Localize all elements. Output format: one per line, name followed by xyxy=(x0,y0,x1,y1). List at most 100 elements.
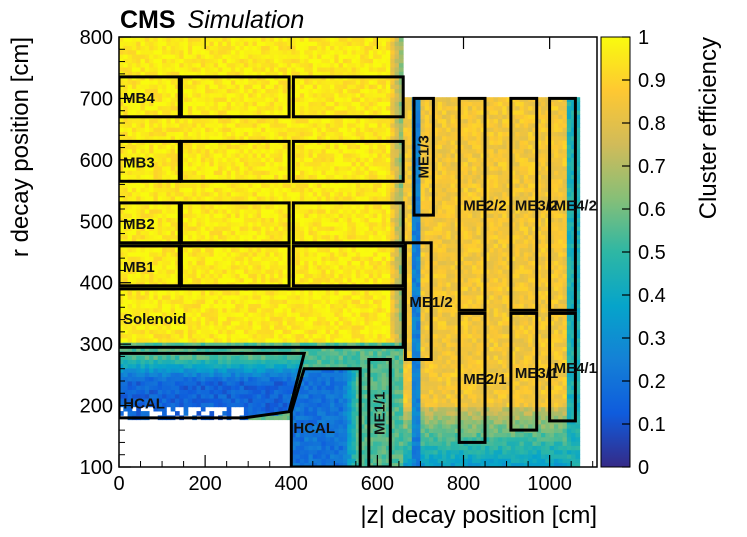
heatmap-cell xyxy=(230,320,236,326)
heatmap-cell xyxy=(304,183,309,188)
heatmap-cell xyxy=(123,273,129,279)
heatmap-cell xyxy=(127,256,133,261)
heatmap-cell xyxy=(136,316,141,322)
heatmap-cell xyxy=(308,84,314,89)
heatmap-cell xyxy=(205,191,210,197)
heatmap-cell xyxy=(321,71,327,77)
heatmap-cell xyxy=(286,183,292,188)
heatmap-cell xyxy=(136,88,141,94)
heatmap-cell xyxy=(183,204,189,210)
heatmap-cell xyxy=(131,54,137,59)
heatmap-cell xyxy=(334,432,340,438)
heatmap-cell xyxy=(183,299,189,304)
heatmap-cell xyxy=(157,49,163,55)
heatmap-cell xyxy=(312,346,318,352)
heatmap-cell xyxy=(265,170,271,175)
heatmap-cell xyxy=(192,204,197,210)
heatmap-cell xyxy=(312,234,318,240)
heatmap-cell xyxy=(321,256,327,261)
heatmap-cell xyxy=(256,135,262,141)
heatmap-cell xyxy=(295,144,301,150)
heatmap-cell xyxy=(325,92,331,98)
heatmap-cell xyxy=(321,131,327,137)
heatmap-cell xyxy=(157,92,163,98)
heatmap-cell xyxy=(299,97,305,102)
heatmap-cell xyxy=(265,191,271,197)
heatmap-cell xyxy=(127,230,133,236)
heatmap-cell xyxy=(196,105,202,111)
heatmap-cell xyxy=(299,157,305,163)
heatmap-cell xyxy=(131,381,137,386)
heatmap-cell xyxy=(351,350,357,356)
heatmap-cell xyxy=(222,110,228,115)
heatmap-cell xyxy=(119,290,124,296)
heatmap-cell xyxy=(213,97,219,102)
heatmap-cell xyxy=(243,398,249,403)
heatmap-cell xyxy=(200,92,206,98)
heatmap-cell xyxy=(261,226,266,231)
heatmap-cell xyxy=(222,204,228,210)
heatmap-cell xyxy=(162,277,167,283)
heatmap-cell xyxy=(166,191,172,197)
heatmap-cell xyxy=(338,161,344,167)
heatmap-cell xyxy=(295,88,301,94)
heatmap-cell xyxy=(131,80,137,85)
heatmap-cell xyxy=(286,398,292,403)
heatmap-cell xyxy=(123,355,129,360)
heatmap-cell xyxy=(261,342,266,347)
heatmap-cell xyxy=(338,209,344,214)
heatmap-cell xyxy=(312,166,318,171)
heatmap-cell xyxy=(196,385,202,390)
heatmap-cell xyxy=(256,316,262,322)
heatmap-cell xyxy=(196,312,202,317)
heatmap-cell xyxy=(213,355,219,360)
heatmap-cell xyxy=(317,385,322,390)
heatmap-cell xyxy=(256,221,262,227)
heatmap-cell xyxy=(213,264,219,270)
heatmap-cell xyxy=(265,402,271,408)
heatmap-cell xyxy=(269,264,275,270)
heatmap-cell xyxy=(330,295,335,300)
heatmap-cell xyxy=(351,402,357,408)
heatmap-cell xyxy=(196,226,202,231)
heatmap-cell xyxy=(312,333,318,339)
heatmap-cell xyxy=(312,454,318,459)
heatmap-cell xyxy=(252,209,258,214)
heatmap-cell xyxy=(205,307,210,313)
heatmap-cell xyxy=(252,88,258,94)
heatmap-cell xyxy=(286,196,292,201)
heatmap-cell xyxy=(157,45,163,51)
heatmap-cell xyxy=(312,221,318,227)
heatmap-cell xyxy=(153,123,159,128)
heatmap-cell xyxy=(179,295,184,300)
heatmap-cell xyxy=(192,299,197,304)
heatmap-cell xyxy=(282,157,288,163)
heatmap-cell xyxy=(282,135,288,141)
heatmap-cell xyxy=(157,174,163,180)
heatmap-cell xyxy=(243,88,249,94)
heatmap-cell xyxy=(308,148,314,154)
heatmap-cell xyxy=(334,381,340,386)
heatmap-cell xyxy=(119,144,124,150)
heatmap-cell xyxy=(196,166,202,171)
heatmap-cell xyxy=(196,277,202,283)
heatmap-cell xyxy=(261,92,266,98)
heatmap-cell xyxy=(235,230,240,236)
heatmap-cell xyxy=(140,299,146,304)
heatmap-cell xyxy=(299,209,305,214)
heatmap-cell xyxy=(153,312,159,317)
heatmap-cell xyxy=(140,209,146,214)
heatmap-cell xyxy=(187,37,193,42)
heatmap-cell xyxy=(149,135,154,141)
heatmap-cell xyxy=(119,381,124,386)
heatmap-cell xyxy=(308,359,314,365)
heatmap-cell xyxy=(144,217,150,223)
heatmap-cell xyxy=(157,226,163,231)
heatmap-cell xyxy=(312,398,318,403)
heatmap-cell xyxy=(196,381,202,386)
heatmap-cell xyxy=(235,312,240,317)
heatmap-cell xyxy=(278,342,284,347)
heatmap-cell xyxy=(265,372,271,378)
heatmap-cell xyxy=(321,368,327,373)
heatmap-cell xyxy=(334,118,340,124)
